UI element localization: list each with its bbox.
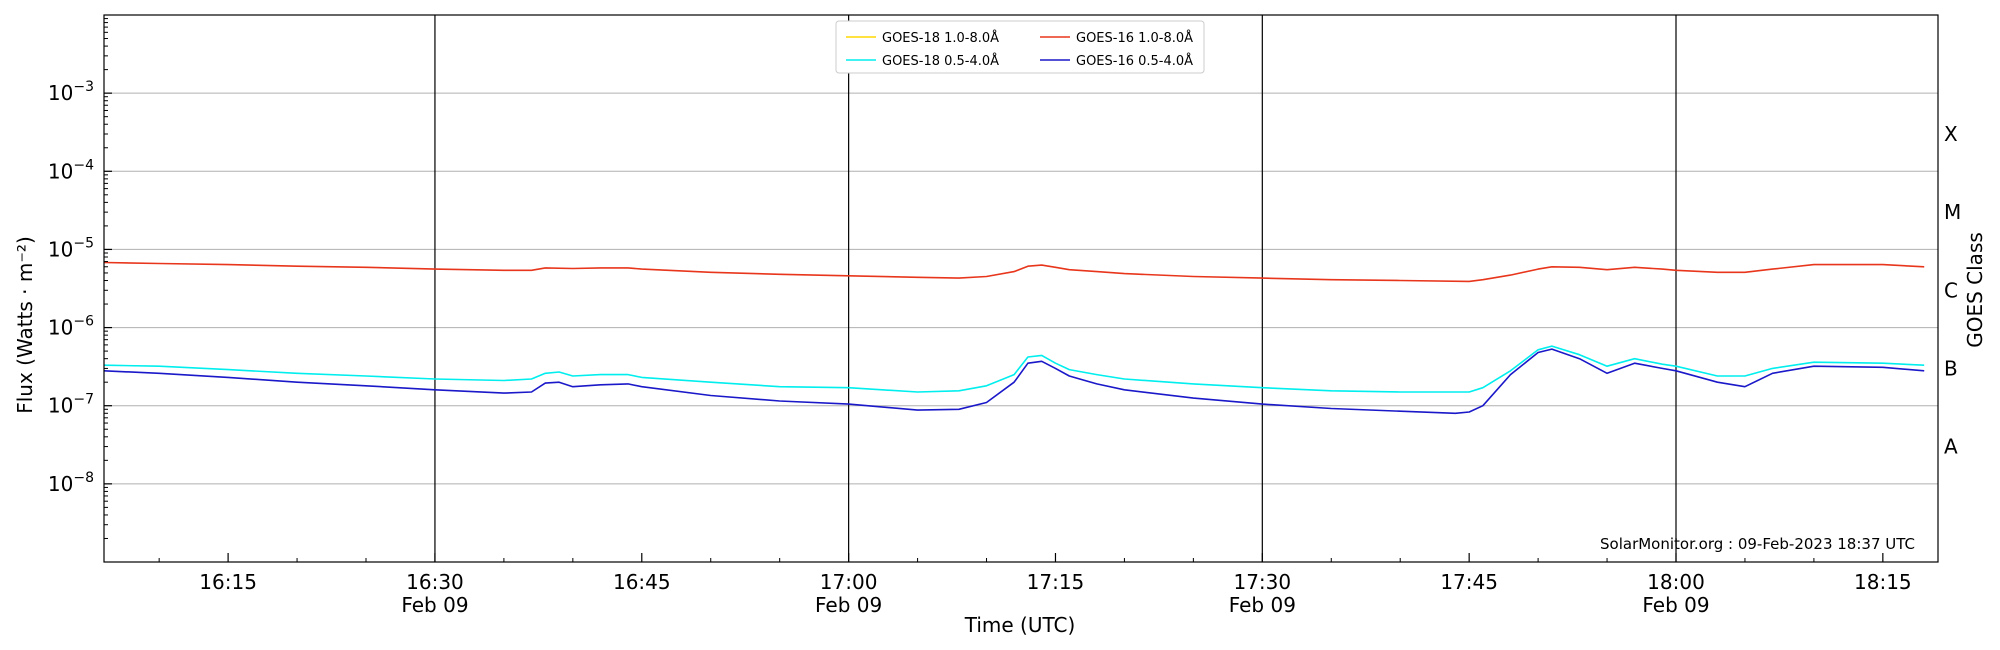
y-tick-exponent: −4	[73, 157, 94, 173]
x-tick-label: 17:15	[1027, 570, 1085, 594]
x-tick-date-label: Feb 09	[1229, 593, 1296, 617]
x-tick-date-label: Feb 09	[1642, 593, 1709, 617]
plot-frame	[103, 14, 1939, 563]
series-lines	[103, 261, 1925, 415]
y-tick-base: 10	[48, 237, 73, 261]
series-line	[103, 348, 1925, 415]
x-tick-label: 17:00	[820, 570, 878, 594]
x-tick-label: 16:30	[406, 570, 464, 594]
series-line	[103, 345, 1925, 393]
legend-label: GOES-18 1.0-8.0Å	[882, 30, 999, 46]
x-tick-label: 17:30	[1233, 570, 1291, 594]
y-tick-label: 10−7	[48, 392, 94, 418]
goes-class-labels: A B C M X	[1944, 122, 1961, 459]
y-tick-base: 10	[48, 316, 73, 340]
legend-label: GOES-18 0.5-4.0Å	[882, 53, 999, 69]
y-tick-base: 10	[48, 81, 73, 105]
goes-class-label: X	[1944, 122, 1958, 146]
legend: GOES-18 1.0-8.0Å GOES-18 0.5-4.0Å GOES-16 …	[835, 20, 1205, 74]
day-time-vertical-lines	[434, 15, 1677, 562]
y-tick-label: 10−3	[48, 79, 94, 105]
y-tick-base: 10	[48, 159, 73, 183]
source-annotation: SolarMonitor.org : 09-Feb-2023 18:37 UTC	[1600, 535, 1915, 553]
y-tick-exponent: −6	[73, 314, 94, 330]
goes-class-label: B	[1944, 356, 1958, 380]
y-axis-ticks: 10−810−710−610−510−410−3	[48, 18, 112, 539]
y-tick-label: 10−6	[48, 314, 94, 340]
goes-class-label: C	[1944, 278, 1958, 302]
y-tick-label: 10−5	[48, 235, 94, 261]
y-tick-base: 10	[48, 472, 73, 496]
y-tick-exponent: −7	[73, 392, 94, 408]
y-tick-label: 10−4	[48, 157, 94, 183]
grid-lines	[104, 92, 1938, 485]
y-tick-exponent: −3	[73, 79, 94, 95]
y-tick-exponent: −5	[73, 235, 94, 251]
x-tick-label: 18:00	[1647, 570, 1705, 594]
legend-items: GOES-18 1.0-8.0Å GOES-18 0.5-4.0Å GOES-16 …	[846, 30, 1193, 69]
x-tick-label: 16:45	[613, 570, 671, 594]
x-tick-label: 17:45	[1440, 570, 1498, 594]
y-axis-title-text: Flux (Watts · m⁻²)	[13, 236, 37, 414]
y-tick-label: 10−8	[48, 470, 94, 496]
y-tick-base: 10	[48, 394, 73, 418]
legend-box	[835, 20, 1205, 74]
series-line	[103, 261, 1925, 283]
x-tick-label: 16:15	[199, 570, 257, 594]
goes-class-label: M	[1944, 200, 1961, 224]
legend-label: GOES-16 1.0-8.0Å	[1076, 30, 1193, 46]
x-tick-date-label: Feb 09	[401, 593, 468, 617]
x-tick-label: 18:15	[1854, 570, 1912, 594]
goes-class-label: A	[1944, 435, 1958, 459]
x-axis-title: Time (UTC)	[964, 613, 1076, 637]
y-tick-exponent: −8	[73, 470, 94, 486]
right-axis-title: GOES Class	[1963, 232, 1987, 348]
x-tick-date-label: Feb 09	[815, 593, 882, 617]
legend-label: GOES-16 0.5-4.0Å	[1076, 53, 1193, 69]
y-axis-title: Flux (Watts · m⁻²)	[13, 236, 37, 414]
